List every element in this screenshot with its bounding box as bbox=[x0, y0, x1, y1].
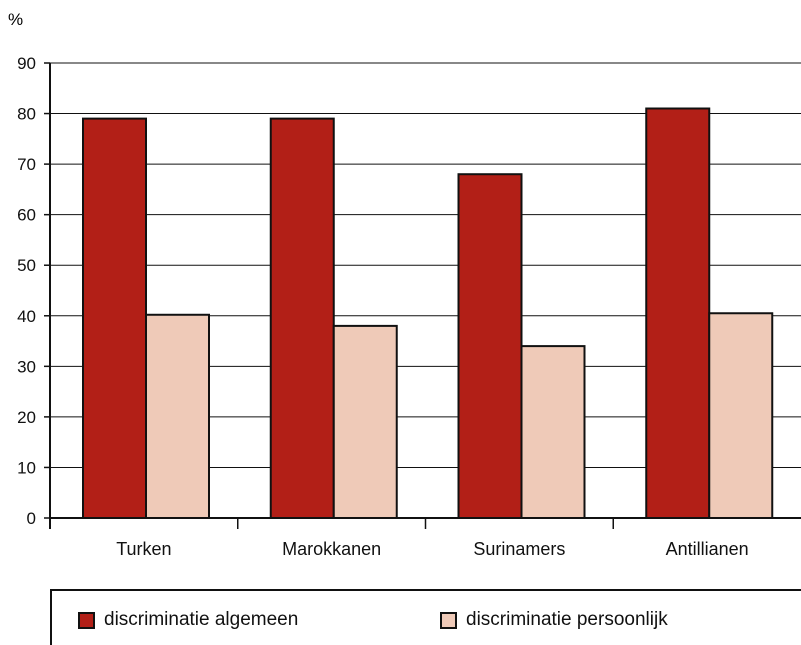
bar-antillianen-algemeen bbox=[645, 107, 711, 519]
legend-swatch-persoonlijk bbox=[440, 611, 457, 629]
bar-antillianen-persoonlijk bbox=[708, 312, 774, 519]
bar-turken-persoonlijk bbox=[145, 313, 210, 519]
bar-marokkanen-algemeen bbox=[269, 117, 335, 519]
y-tick-label: 70 bbox=[17, 155, 36, 174]
y-tick-label: 50 bbox=[17, 256, 36, 275]
y-tick-label: 80 bbox=[17, 105, 36, 124]
x-tick-label: Antillianen bbox=[666, 539, 749, 559]
x-tick-label: Turken bbox=[116, 539, 171, 559]
y-tick-label: 10 bbox=[17, 458, 36, 477]
legend-label-algemeen: discriminatie algemeen bbox=[104, 609, 299, 630]
bar-chart: % 0 10 20 30 40 50 60 70 80 90 Turken Marokkanen Su… bbox=[8, 10, 801, 559]
y-tick-label: 20 bbox=[17, 408, 36, 427]
x-axis: Turken Marokkanen Surinamers Antillianen bbox=[49, 517, 801, 559]
y-tick-label: 30 bbox=[17, 357, 36, 376]
legend-swatch-algemeen bbox=[78, 611, 95, 629]
y-tick-label: 0 bbox=[27, 509, 36, 528]
bar-surinamers-persoonlijk bbox=[520, 345, 586, 519]
bars bbox=[82, 107, 774, 519]
bar-turken-algemeen bbox=[82, 117, 147, 519]
legend-item-algemeen: discriminatie algemeen bbox=[78, 609, 298, 631]
x-tick-label: Marokkanen bbox=[282, 539, 381, 559]
bar-marokkanen-persoonlijk bbox=[332, 324, 398, 519]
y-tick-label: 40 bbox=[17, 307, 36, 326]
y-axis-label: % bbox=[8, 10, 23, 29]
legend: discriminatie algemeen discriminatie per… bbox=[50, 589, 801, 645]
x-tick-label: Surinamers bbox=[473, 539, 565, 559]
y-tick-label: 60 bbox=[17, 206, 36, 225]
bar-surinamers-algemeen bbox=[457, 173, 523, 519]
y-tick-label: 90 bbox=[17, 54, 36, 73]
y-axis: 0 10 20 30 40 50 60 70 80 90 bbox=[17, 54, 51, 528]
legend-item-persoonlijk: discriminatie persoonlijk bbox=[440, 609, 668, 631]
legend-label-persoonlijk: discriminatie persoonlijk bbox=[466, 609, 668, 630]
